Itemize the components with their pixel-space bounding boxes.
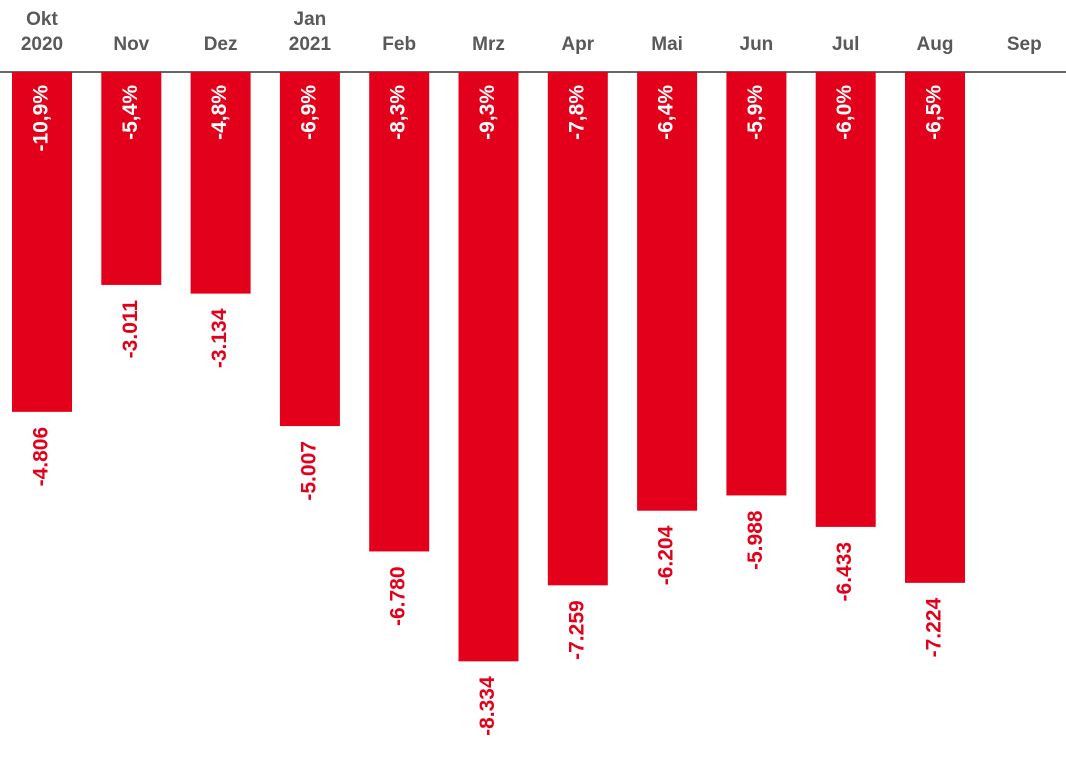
inner-label: -5,4% [119, 85, 142, 140]
bar [12, 72, 72, 412]
value-label: -5.988 [744, 510, 767, 570]
bar [547, 72, 608, 586]
x-tick-label: Sep [1007, 34, 1042, 55]
x-tick-label: Mrz [472, 34, 505, 55]
x-tick-label-line: 2021 [289, 34, 332, 55]
bar [905, 72, 965, 583]
x-tick-label-line: Okt [26, 9, 58, 30]
inner-label: -7,8% [565, 85, 588, 140]
x-tick-label: Feb [382, 34, 416, 55]
inner-label: -6,5% [923, 85, 946, 140]
inner-label: -6,0% [833, 85, 856, 140]
x-tick-label: Jul [832, 34, 859, 55]
x-tick-label-line: Jan [294, 9, 327, 30]
x-tick-label: Nov [113, 34, 149, 55]
bar [101, 72, 162, 285]
x-tick-label: Aug [917, 34, 954, 55]
inner-label: -10,9% [30, 85, 53, 152]
x-tick-label-line: Mai [651, 34, 683, 55]
x-tick-label: Dez [204, 34, 238, 55]
inner-label: -8,3% [387, 85, 410, 140]
value-label: -5.007 [297, 441, 320, 501]
bar [726, 72, 787, 496]
value-label: -3.011 [119, 300, 142, 359]
bar [190, 72, 251, 294]
bar [369, 72, 430, 552]
bar [279, 72, 340, 427]
x-tick-label: Okt 2020 [21, 9, 63, 55]
inner-label: -6,9% [297, 85, 320, 140]
x-tick-label-line: Feb [382, 34, 416, 55]
x-tick-label-line: Aug [917, 34, 954, 55]
value-label: -8.334 [476, 676, 499, 736]
value-label: -6.433 [833, 542, 856, 602]
value-label: -7.259 [565, 600, 588, 660]
value-label: -6.780 [387, 566, 410, 626]
inner-label: -4,8% [208, 85, 231, 140]
x-tick-label-line: Nov [113, 34, 149, 55]
x-tick-label: Mai [651, 34, 683, 55]
x-tick-label: Jan 2021 [289, 9, 332, 55]
bar [637, 72, 698, 511]
value-label: -6.204 [655, 525, 678, 585]
inner-label: -9,3% [476, 85, 499, 140]
x-tick-label-line: Sep [1007, 34, 1042, 55]
x-tick-label: Jun [740, 34, 774, 55]
value-label: -7.224 [923, 598, 946, 658]
value-label: -3.134 [208, 308, 231, 368]
x-tick-label-line: Apr [561, 34, 594, 55]
x-tick-label: Apr [561, 34, 594, 55]
x-tick-label-line: Mrz [472, 34, 505, 55]
x-tick-label-line: 2020 [21, 34, 63, 55]
inner-label: -6,4% [655, 85, 678, 140]
x-tick-label-line: Jul [832, 34, 859, 55]
bar [458, 72, 519, 662]
x-tick-label-line: Dez [204, 34, 238, 55]
bar [815, 72, 876, 527]
x-tick-label-line: Jun [740, 34, 774, 55]
inner-label: -5,9% [744, 85, 767, 140]
value-label: -4.806 [30, 427, 53, 487]
